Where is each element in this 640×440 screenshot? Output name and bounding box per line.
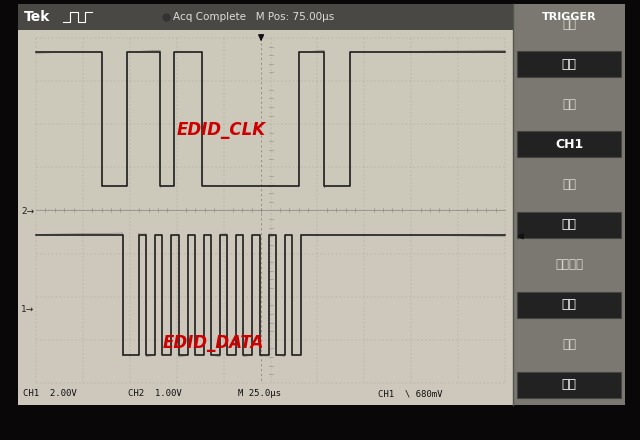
Text: CH2  1.00V: CH2 1.00V [128,389,182,399]
Bar [18,225,513,405]
Text: 边沿: 边沿 [561,58,577,71]
Text: TRIGGER: TRIGGER [541,12,596,22]
Text: 耦合: 耦合 [562,338,576,352]
Text: EDID_CLK: EDID_CLK [177,121,266,139]
Text: Tek: Tek [24,10,51,24]
Text: 下降: 下降 [561,218,577,231]
Text: 正常: 正常 [561,298,577,311]
Text: M 25.0μs: M 25.0μs [238,389,281,399]
Bar [517,292,621,318]
Text: CH1: CH1 [555,138,583,151]
Text: 类型: 类型 [562,18,576,30]
Text: 2→: 2→ [21,207,34,216]
Text: CH1  2.00V: CH1 2.00V [23,389,77,399]
Bar [513,4,625,405]
Text: 信源: 信源 [562,98,576,111]
Text: 触发方式: 触发方式 [555,258,583,271]
Bar [18,30,513,405]
Bar [18,4,625,30]
Bar [517,131,621,158]
Text: EDID_DATA: EDID_DATA [163,334,264,352]
Text: 直流: 直流 [561,378,577,392]
Bar [517,212,621,238]
Text: 斜率: 斜率 [562,178,576,191]
Text: Acq Complete   M Pos: 75.00μs: Acq Complete M Pos: 75.00μs [173,12,334,22]
Text: CH1  \ 680mV: CH1 \ 680mV [378,389,442,399]
Text: 1→: 1→ [21,305,35,314]
Bar [517,372,621,398]
Bar [517,51,621,77]
